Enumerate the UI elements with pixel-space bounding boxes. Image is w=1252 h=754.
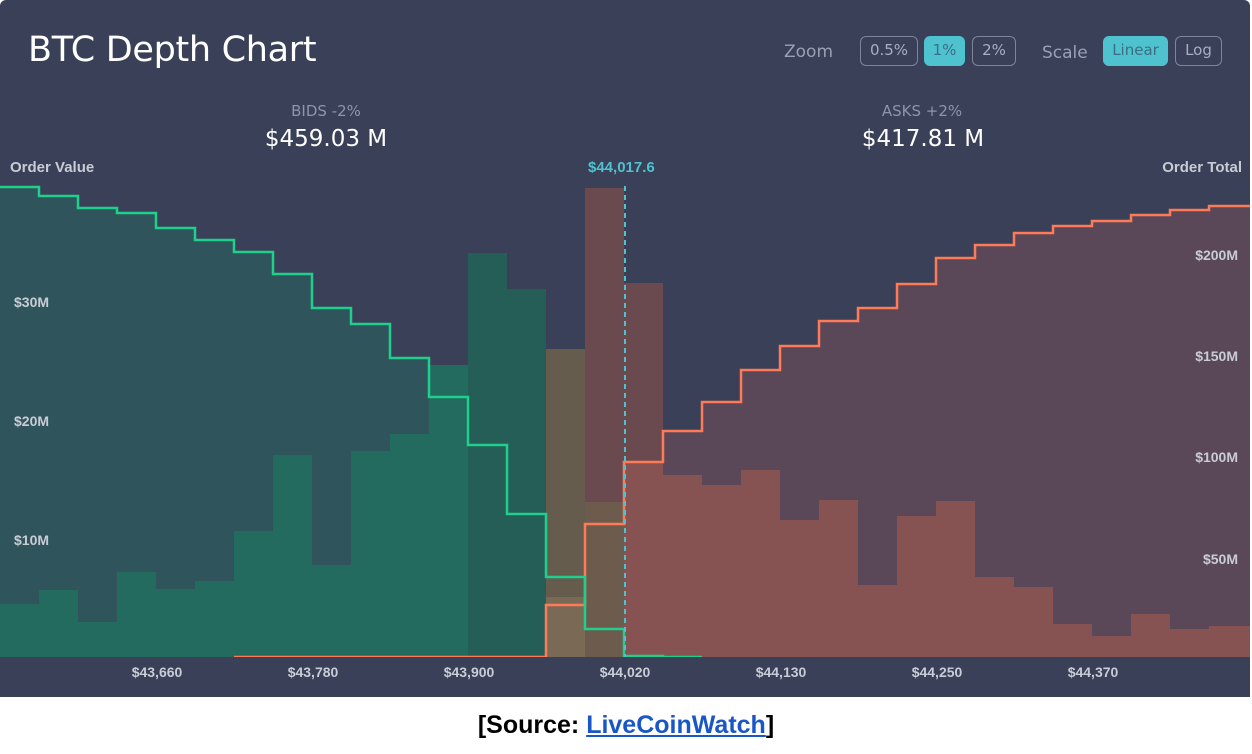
left-tick-10m: $10M bbox=[14, 532, 50, 548]
right-tick-100m: $100M bbox=[1195, 449, 1238, 465]
depth-chart-panel: BTC Depth Chart Zoom 0.5% 1% 2% Scale Li… bbox=[0, 0, 1250, 697]
left-axis-title: Order Value bbox=[10, 159, 95, 176]
x-tick: $44,130 bbox=[755, 664, 807, 680]
source-prefix: [Source: bbox=[477, 711, 587, 739]
depth-chart-plot[interactable] bbox=[0, 0, 1250, 697]
right-axis-title: Order Total bbox=[1162, 159, 1242, 176]
left-tick-20m: $20M bbox=[14, 413, 50, 429]
x-tick: $43,780 bbox=[287, 664, 339, 680]
x-tick: $43,660 bbox=[131, 664, 183, 680]
x-tick: $43,900 bbox=[443, 664, 495, 680]
zoom-1-button[interactable]: 1% bbox=[924, 36, 965, 66]
right-tick-200m: $200M bbox=[1195, 247, 1238, 263]
source-suffix: ] bbox=[765, 711, 775, 739]
zoom-2-button[interactable]: 2% bbox=[972, 36, 1016, 66]
asks-value: $417.81 M bbox=[861, 126, 985, 152]
left-tick-30m: $30M bbox=[14, 294, 50, 310]
right-tick-50m: $50M bbox=[1202, 551, 1238, 567]
ask-bars bbox=[546, 188, 1250, 657]
asks-label: ASKS +2% bbox=[881, 102, 963, 120]
zoom-0-5-button[interactable]: 0.5% bbox=[860, 36, 918, 66]
x-tick: $44,020 bbox=[599, 664, 651, 680]
chart-title: BTC Depth Chart bbox=[28, 30, 317, 70]
source-caption: [Source: LiveCoinWatch] bbox=[0, 711, 1252, 740]
bids-value: $459.03 M bbox=[264, 126, 388, 152]
zoom-label: Zoom bbox=[784, 42, 834, 62]
x-tick: $44,370 bbox=[1067, 664, 1119, 680]
x-tick: $44,250 bbox=[911, 664, 963, 680]
scale-label: Scale bbox=[1042, 43, 1088, 63]
bid-cumulative-line bbox=[0, 185, 702, 659]
scale-linear-button[interactable]: Linear bbox=[1103, 36, 1168, 66]
source-link[interactable]: LiveCoinWatch bbox=[586, 711, 766, 739]
mid-price-label: $44,017.6 bbox=[588, 159, 655, 176]
x-axis-band bbox=[0, 657, 1250, 697]
ask-cumulative-line bbox=[234, 204, 1250, 659]
right-tick-150m: $150M bbox=[1195, 348, 1238, 364]
scale-log-button[interactable]: Log bbox=[1175, 36, 1222, 66]
bids-label: BIDS -2% bbox=[291, 102, 361, 120]
